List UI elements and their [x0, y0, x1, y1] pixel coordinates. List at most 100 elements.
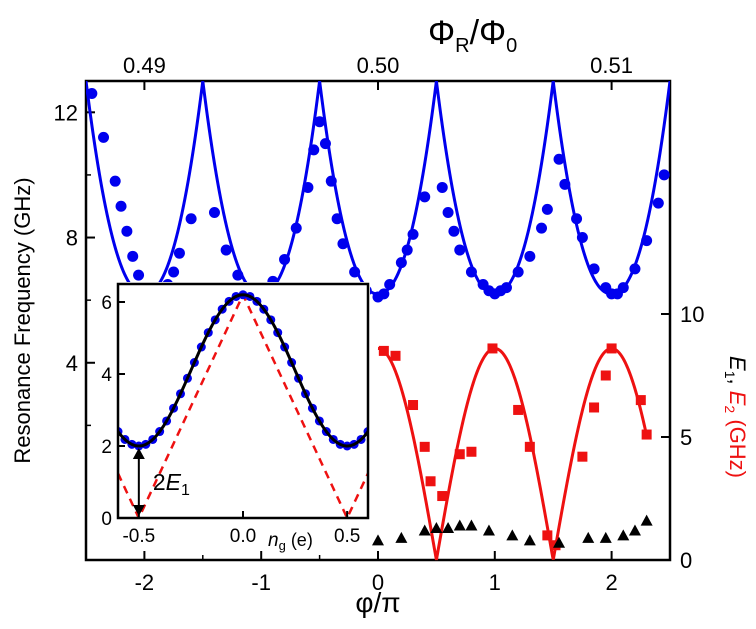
blue-data-point: [588, 263, 600, 275]
red-data-point: [378, 345, 389, 356]
blue-data-point: [658, 169, 670, 181]
blue-data-point: [208, 206, 220, 218]
red-data-point: [635, 395, 646, 406]
y-axis-label: Resonance Frequency (GHz): [10, 177, 35, 463]
red-data-point: [641, 429, 652, 440]
black-data-point: [617, 529, 630, 541]
blue-data-point: [127, 250, 139, 262]
red-data-point: [606, 343, 617, 354]
blue-data-point: [168, 266, 180, 278]
red-data-point: [542, 530, 553, 541]
x-tick-label: 0: [372, 570, 384, 595]
right-tick-label: 10: [680, 302, 704, 327]
x-tick-label: 2: [605, 570, 617, 595]
blue-data-point: [465, 266, 477, 278]
blue-data-point: [617, 282, 629, 294]
blue-data-point: [384, 278, 396, 290]
blue-data-point: [331, 213, 343, 225]
blue-data-point: [337, 238, 349, 250]
inset-background: [116, 282, 370, 520]
right-label-comma: ,: [725, 379, 750, 391]
right-label-E1: E: [725, 356, 750, 371]
inset-x-label-unit: (e): [286, 530, 313, 550]
blue-data-point: [290, 222, 302, 234]
black-data-point: [453, 519, 466, 531]
blue-data-point: [576, 232, 588, 244]
inset-x-tick-label: 0.0: [230, 526, 256, 547]
right-tick-label: 0: [680, 548, 692, 573]
red-data-point: [425, 476, 436, 487]
red-data-point: [437, 491, 448, 502]
blue-data-point: [454, 244, 466, 256]
blue-data-point: [395, 257, 407, 269]
blue-data-point: [378, 288, 390, 300]
inset-y-tick-label: 2: [101, 437, 112, 458]
inset-x-label-var: n: [268, 530, 279, 551]
blue-data-point: [109, 175, 121, 187]
inset-y-tick-label: 6: [101, 293, 112, 314]
arrow-head-up: [132, 448, 145, 459]
blue-data-point: [121, 225, 133, 237]
top-label-mid: /Φ: [470, 14, 507, 52]
blue-data-point: [419, 191, 431, 203]
blue-data-point: [571, 213, 583, 225]
x-axis-label: φ/π: [355, 587, 400, 618]
black-data-point: [465, 519, 478, 531]
inset-y-tick-label: 4: [101, 365, 112, 386]
right-label-unit: (GHz): [725, 413, 750, 478]
blue-data-point: [553, 153, 565, 165]
arrow-head-down: [132, 505, 145, 516]
blue-data-point: [279, 253, 291, 265]
annotation-sub: 1: [181, 482, 190, 499]
blue-data-point: [541, 203, 553, 215]
red-data-point: [513, 404, 524, 415]
blue-data-point: [349, 266, 361, 278]
inset-x-label: ng (e): [268, 530, 313, 553]
blue-fit-line: [86, 81, 670, 296]
black-data-point: [640, 514, 653, 526]
inset-x-tick-label: -0.5: [122, 526, 155, 547]
blue-data-point: [173, 247, 185, 259]
red-data-point: [408, 400, 419, 411]
x-tick-label: -2: [135, 570, 155, 595]
blue-data-point: [325, 175, 337, 187]
blue-data-point: [185, 213, 197, 225]
blue-data-point: [98, 131, 110, 143]
blue-data-point: [436, 181, 448, 193]
black-data-point: [430, 522, 443, 534]
top-axis-label: ΦR/Φ0: [428, 14, 517, 57]
annotation-prefix: 2: [153, 469, 166, 495]
x-tick-label: -1: [251, 570, 271, 595]
blue-data-point: [302, 181, 314, 193]
blue-data-point: [220, 244, 232, 256]
top-tick-label: 0.50: [357, 53, 400, 78]
black-data-point: [523, 534, 536, 546]
black-data-point: [372, 534, 384, 546]
top-label-sub1: R: [455, 35, 469, 57]
x-tick-label: 1: [489, 570, 501, 595]
red-data-point: [454, 449, 465, 460]
blue-data-point: [401, 244, 413, 256]
inset-x-label-sub: g: [279, 538, 286, 553]
red-data-point: [589, 402, 600, 413]
black-data-point: [582, 531, 595, 543]
blue-data-point: [115, 200, 127, 212]
blue-data-point: [629, 263, 641, 275]
top-label-sub2: 0: [506, 35, 517, 57]
red-data-point: [524, 441, 535, 452]
y-tick-label: 8: [66, 226, 78, 251]
top-tick-label: 0.49: [123, 53, 166, 78]
blue-data-point: [641, 235, 653, 247]
red-fit-line: [377, 346, 649, 561]
blue-data-point: [512, 266, 524, 278]
annotation-2E1: 2E1: [153, 469, 190, 499]
red-data-point: [419, 441, 430, 452]
top-tick-label: 0.51: [590, 53, 633, 78]
black-data-point: [395, 531, 408, 543]
black-data-point: [553, 536, 566, 548]
blue-data-point: [86, 88, 98, 100]
